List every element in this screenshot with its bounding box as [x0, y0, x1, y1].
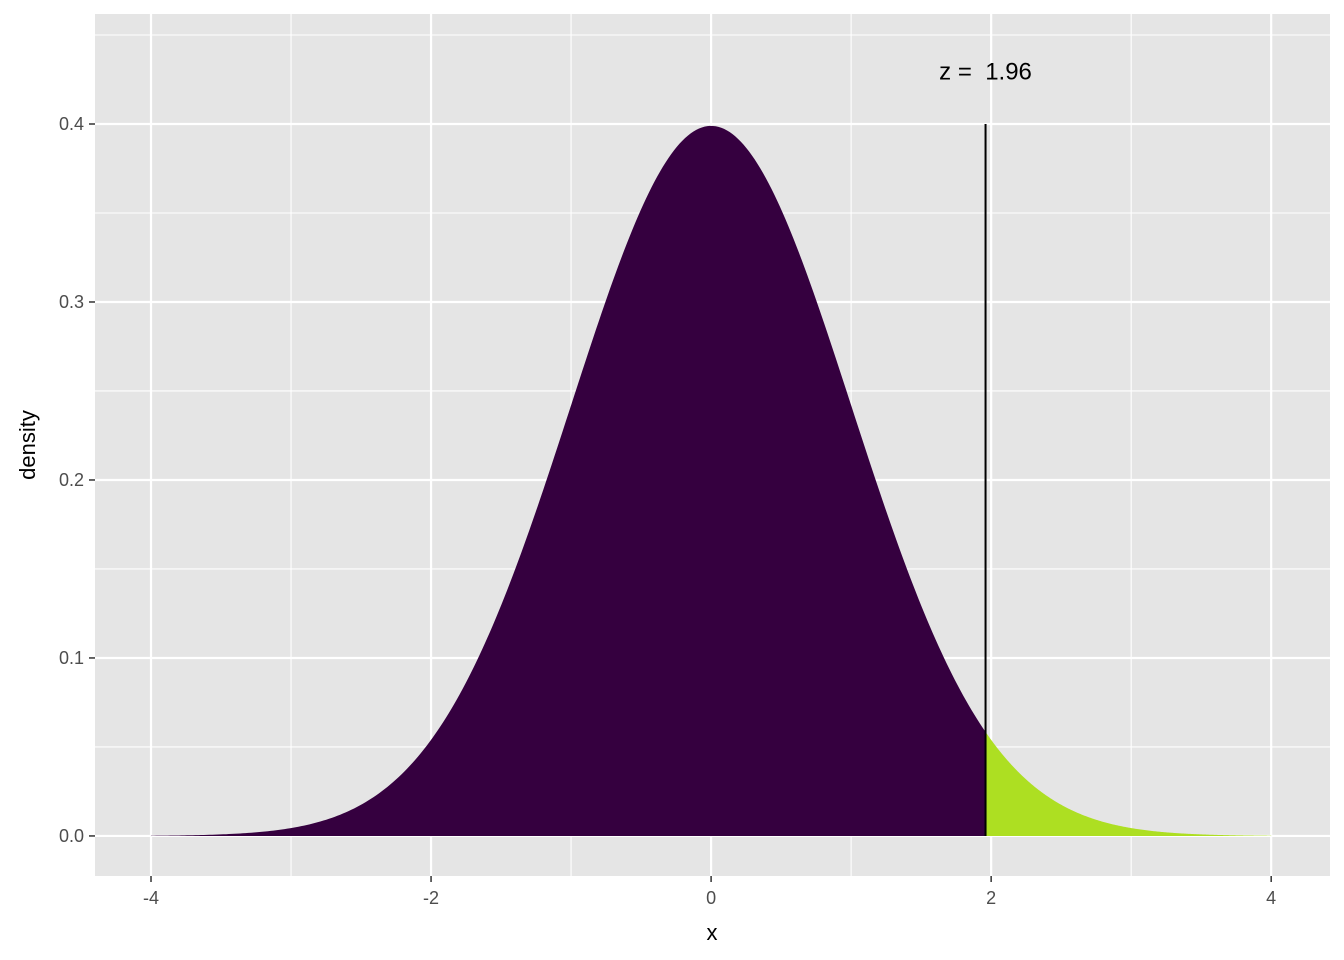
x-axis-title: x: [707, 920, 718, 945]
y-tick-label: 0.1: [59, 648, 84, 668]
axis-ticks: -4 -2 0 2 4 0.0 0.1 0.2 0.3 0.4: [59, 114, 1276, 908]
x-tick-label: -4: [143, 888, 159, 908]
y-tick-label: 0.0: [59, 826, 84, 846]
area-above: [985, 731, 1272, 836]
y-tick-label: 0.4: [59, 114, 84, 134]
x-tick-label: -2: [423, 888, 439, 908]
y-tick-label: 0.3: [59, 292, 84, 312]
y-axis-title: density: [15, 410, 40, 480]
x-tick-label: 0: [706, 888, 716, 908]
area-below: [151, 125, 986, 836]
x-tick-label: 4: [1266, 888, 1276, 908]
density-areas: [151, 123, 1272, 836]
x-tick-label: 2: [986, 888, 996, 908]
z-annotation: z = 1.96: [939, 59, 1032, 86]
y-tick-label: 0.2: [59, 470, 84, 490]
